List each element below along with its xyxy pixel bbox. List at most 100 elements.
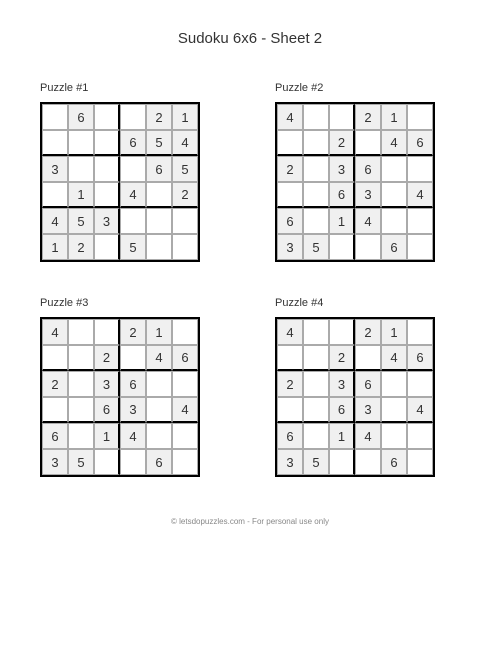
sudoku-cell: 2: [329, 130, 355, 156]
sudoku-cell: [329, 319, 355, 345]
sudoku-cell: [68, 423, 94, 449]
sudoku-cell: 2: [355, 104, 381, 130]
sudoku-cell: [303, 345, 329, 371]
sudoku-cell: [407, 156, 433, 182]
sudoku-cell: [94, 156, 120, 182]
sudoku-cell: [381, 371, 407, 397]
sudoku-cell: 4: [381, 345, 407, 371]
sudoku-cell: 5: [303, 234, 329, 260]
sudoku-cell: 3: [94, 208, 120, 234]
sudoku-cell: [146, 397, 172, 423]
sudoku-cell: 2: [329, 345, 355, 371]
sudoku-cell: [94, 182, 120, 208]
sudoku-cell: 4: [172, 397, 198, 423]
sudoku-cell: [94, 130, 120, 156]
sudoku-cell: 5: [172, 156, 198, 182]
sudoku-cell: [146, 234, 172, 260]
sudoku-cell: 6: [277, 208, 303, 234]
sudoku-board: 421246236634614356: [275, 102, 435, 262]
sudoku-cell: 6: [94, 397, 120, 423]
sudoku-cell: [146, 423, 172, 449]
sudoku-cell: [277, 345, 303, 371]
sudoku-cell: [277, 182, 303, 208]
sudoku-cell: [94, 104, 120, 130]
sudoku-cell: 3: [355, 182, 381, 208]
sudoku-cell: [120, 208, 146, 234]
sudoku-cell: 1: [381, 104, 407, 130]
sudoku-cell: [68, 371, 94, 397]
sudoku-cell: [42, 130, 68, 156]
sudoku-cell: [94, 234, 120, 260]
sudoku-cell: [94, 319, 120, 345]
sudoku-cell: 5: [303, 449, 329, 475]
sudoku-cell: 3: [42, 156, 68, 182]
sudoku-cell: 2: [42, 371, 68, 397]
sudoku-cell: [407, 208, 433, 234]
sudoku-cell: 6: [329, 397, 355, 423]
sudoku-cell: [42, 397, 68, 423]
sudoku-cell: 6: [407, 130, 433, 156]
sudoku-cell: [120, 449, 146, 475]
sudoku-cell: [303, 208, 329, 234]
sudoku-cell: [94, 449, 120, 475]
sudoku-cell: [172, 234, 198, 260]
sudoku-cell: 3: [277, 449, 303, 475]
sudoku-cell: [329, 449, 355, 475]
sudoku-cell: [42, 182, 68, 208]
sudoku-cell: [407, 371, 433, 397]
sudoku-cell: 1: [381, 319, 407, 345]
sudoku-cell: [303, 130, 329, 156]
sudoku-cell: 2: [68, 234, 94, 260]
sudoku-cell: [355, 234, 381, 260]
sudoku-cell: [381, 423, 407, 449]
sudoku-cell: 4: [172, 130, 198, 156]
sudoku-cell: 3: [355, 397, 381, 423]
sudoku-cell: 3: [94, 371, 120, 397]
sudoku-cell: [120, 104, 146, 130]
sudoku-cell: 3: [277, 234, 303, 260]
sudoku-cell: [303, 397, 329, 423]
sudoku-cell: [172, 371, 198, 397]
sudoku-cell: 1: [329, 208, 355, 234]
sudoku-cell: [120, 345, 146, 371]
puzzle-label: Puzzle #4: [275, 297, 435, 309]
sudoku-cell: [172, 449, 198, 475]
sudoku-cell: [303, 156, 329, 182]
sudoku-cell: 6: [407, 345, 433, 371]
sudoku-cell: [381, 397, 407, 423]
sudoku-cell: 4: [277, 319, 303, 345]
sudoku-cell: [42, 104, 68, 130]
sudoku-cell: [381, 182, 407, 208]
sudoku-cell: 6: [381, 449, 407, 475]
sudoku-cell: 6: [277, 423, 303, 449]
sudoku-cell: [407, 423, 433, 449]
sudoku-cell: [172, 423, 198, 449]
sudoku-cell: 6: [42, 423, 68, 449]
sudoku-cell: 3: [329, 156, 355, 182]
sudoku-cell: [407, 319, 433, 345]
sudoku-cell: 1: [94, 423, 120, 449]
sudoku-cell: [277, 130, 303, 156]
sudoku-cell: 2: [94, 345, 120, 371]
sudoku-cell: [303, 319, 329, 345]
sudoku-cell: [407, 104, 433, 130]
sudoku-board: 621654365142453125: [40, 102, 200, 262]
puzzle-block: Puzzle #3421246236634614356: [40, 297, 200, 477]
puzzles-grid: Puzzle #1621654365142453125Puzzle #24212…: [40, 82, 460, 477]
sudoku-cell: 5: [68, 449, 94, 475]
sudoku-cell: [172, 319, 198, 345]
sudoku-cell: 6: [120, 371, 146, 397]
sudoku-cell: 5: [68, 208, 94, 234]
page-title: Sudoku 6x6 - Sheet 2: [40, 30, 460, 47]
puzzle-label: Puzzle #3: [40, 297, 200, 309]
sudoku-cell: 6: [329, 182, 355, 208]
sudoku-cell: [146, 182, 172, 208]
puzzle-block: Puzzle #4421246236634614356: [275, 297, 435, 477]
footer-text: © letsdopuzzles.com - For personal use o…: [40, 517, 460, 526]
sudoku-cell: [68, 130, 94, 156]
sudoku-cell: 4: [381, 130, 407, 156]
sudoku-cell: 3: [329, 371, 355, 397]
sudoku-cell: [303, 371, 329, 397]
sudoku-cell: 6: [120, 130, 146, 156]
sudoku-cell: 4: [120, 182, 146, 208]
